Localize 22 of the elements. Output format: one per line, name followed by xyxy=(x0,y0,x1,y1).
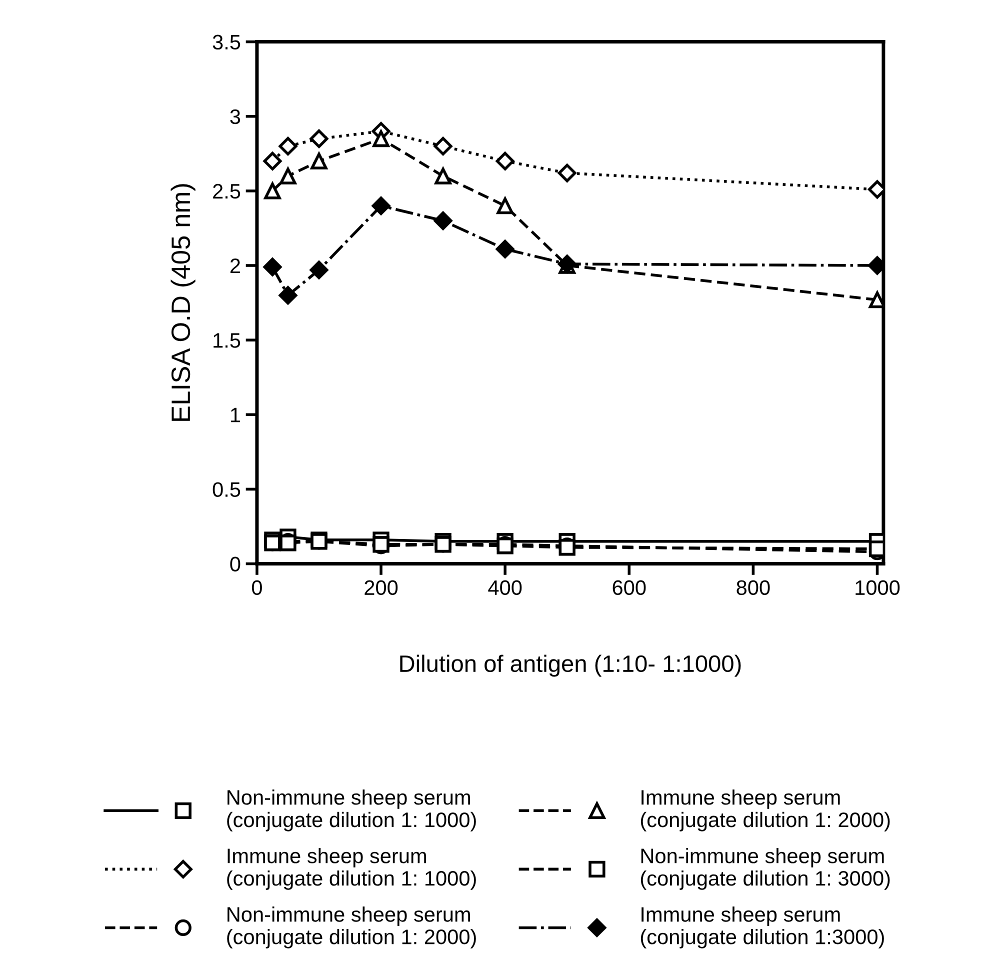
y-tick-label: 2 xyxy=(230,258,240,274)
legend-label: Immune sheep serum (conjugate dilution 1: 2000) xyxy=(640,789,890,832)
y-tick-label: 1.5 xyxy=(214,333,240,348)
y-tick-label: 3 xyxy=(230,109,240,124)
y-tick-label: 2.5 xyxy=(213,184,240,199)
y-axis-title: ELISA O.D (405 nm) xyxy=(170,184,196,421)
x-tick-label: 0 xyxy=(252,580,262,596)
x-tick-label: 600 xyxy=(612,580,646,596)
legend-label: Immune sheep serum (conjugate dilution 1: 1000) xyxy=(227,848,476,890)
legend-label: Non-immune sheep serum (conjugate dilution 1: 1000) xyxy=(227,789,476,832)
x-axis-title: Dilution of antigen (1:10- 1:1000) xyxy=(400,654,741,677)
y-tick-label: 0 xyxy=(230,556,240,572)
x-tick-label: 800 xyxy=(736,580,770,596)
y-tick-label: 0.5 xyxy=(212,482,240,497)
y-tick-label: 1 xyxy=(231,408,240,422)
legend-label: Non-immune sheep serum (conjugate dilution 1: 3000) xyxy=(640,848,890,890)
legend-label: Non-immune sheep serum (conjugate dilution 1: 2000) xyxy=(227,906,476,948)
x-tick-label: 1000 xyxy=(856,580,900,596)
x-tick-label: 400 xyxy=(488,580,522,596)
x-tick-label: 200 xyxy=(364,580,398,596)
y-tick-label: 3.5 xyxy=(212,34,240,50)
legend-label: Immune sheep serum (conjugate dilution 1:3000) xyxy=(640,906,884,948)
